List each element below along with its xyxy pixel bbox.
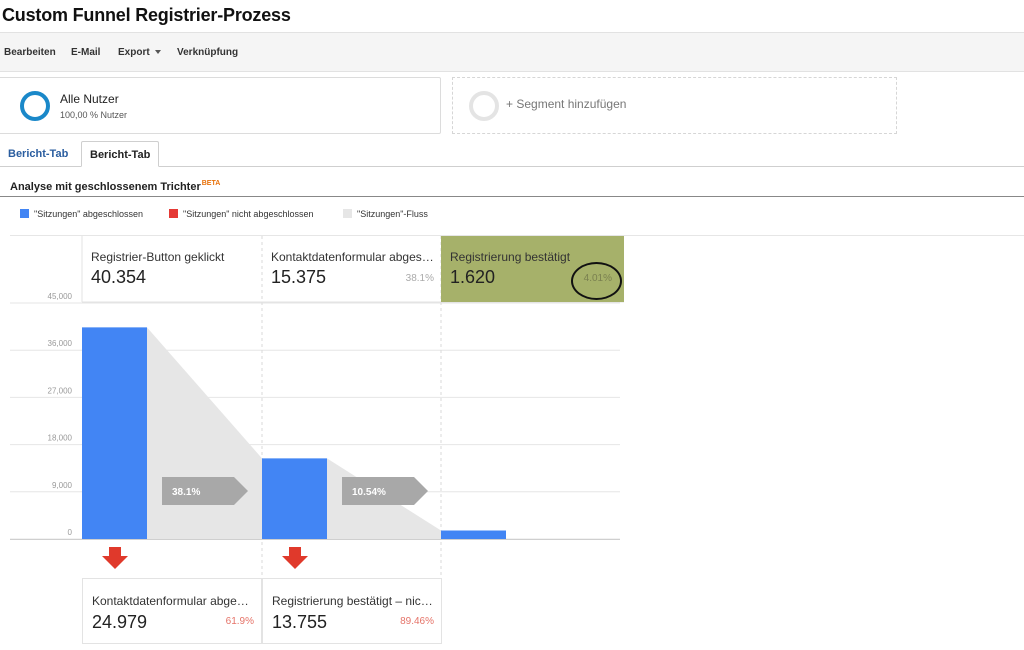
funnel-bar bbox=[441, 530, 506, 539]
export-button[interactable]: Export bbox=[118, 47, 161, 58]
legend-flow: "Sitzungen"-Fluss bbox=[343, 209, 428, 219]
y-tick-label: 36,000 bbox=[48, 339, 73, 348]
add-segment-label: + Segment hinzufügen bbox=[506, 97, 627, 111]
tab-report-1[interactable]: Bericht-Tab bbox=[8, 148, 69, 160]
segment-ring-icon bbox=[20, 91, 50, 121]
stage-name: Registrier-Button geklickt bbox=[91, 250, 225, 264]
dropoff-value: 13.755 bbox=[272, 612, 328, 632]
legend-completed-label: "Sitzungen" abgeschlossen bbox=[34, 209, 143, 219]
funnel-bar bbox=[262, 458, 327, 539]
dropoff-percent: 89.46% bbox=[400, 616, 434, 627]
section-title-text: Analyse mit geschlossenem Trichter bbox=[10, 181, 201, 193]
stage-header-2[interactable]: Kontaktdatenformular abgeschickt 15.375 … bbox=[262, 236, 440, 302]
dropoff-arrow-icon bbox=[102, 547, 128, 569]
y-tick-label: 9,000 bbox=[52, 481, 73, 490]
conversion-arrow bbox=[342, 477, 428, 505]
legend-flow-label: "Sitzungen"-Fluss bbox=[357, 209, 428, 219]
email-button[interactable]: E-Mail bbox=[71, 47, 101, 58]
chevron-down-icon bbox=[154, 50, 161, 54]
shortcut-button[interactable]: Verknüpfung bbox=[177, 47, 239, 58]
tab-report-2[interactable]: Bericht-Tab bbox=[81, 141, 160, 167]
chart-top-border bbox=[10, 235, 1024, 236]
section-divider bbox=[0, 196, 1024, 197]
highlight-circle-annotation bbox=[571, 262, 622, 300]
y-tick-label: 18,000 bbox=[48, 434, 73, 443]
legend-completed: "Sitzungen" abgeschlossen bbox=[20, 209, 143, 219]
segment-name: Alle Nutzer bbox=[60, 92, 119, 106]
dropoff-value: 24.979 bbox=[92, 612, 148, 632]
stage-value: 40.354 bbox=[91, 267, 147, 287]
empty-segment-ring-icon bbox=[469, 91, 499, 121]
stage-header-1[interactable]: Registrier-Button geklickt 40.354 bbox=[82, 236, 260, 302]
stage-name: Kontaktdatenformular abgeschickt bbox=[271, 250, 436, 264]
legend-not-completed: "Sitzungen" nicht abgeschlossen bbox=[169, 209, 313, 219]
stage-percent: 38.1% bbox=[405, 273, 434, 284]
section-title: Analyse mit geschlossenem TrichterBETA bbox=[10, 180, 220, 193]
edit-button[interactable]: Bearbeiten bbox=[4, 47, 56, 58]
add-segment-button[interactable]: + Segment hinzufügen bbox=[452, 77, 897, 134]
stage-value: 1.620 bbox=[450, 267, 496, 287]
dropoff-name: Registrierung bestätigt – nicht abgeschl… bbox=[272, 594, 434, 608]
flow-area bbox=[147, 327, 262, 539]
y-tick-label: 27,000 bbox=[48, 386, 73, 395]
conversion-rate-label: 10.54% bbox=[352, 487, 386, 498]
toolbar: Bearbeiten E-Mail Export Verknüpfung bbox=[0, 32, 1024, 72]
y-tick-label: 0 bbox=[68, 528, 73, 537]
beta-badge: BETA bbox=[201, 180, 221, 187]
segment-card-all-users[interactable]: Alle Nutzer 100,00 % Nutzer bbox=[0, 77, 441, 134]
conversion-arrow bbox=[162, 477, 248, 505]
dropoff-card-1[interactable]: Kontaktdatenformular abgeschickt 24.979 … bbox=[82, 578, 262, 644]
dropoff-percent: 61.9% bbox=[225, 616, 254, 627]
legend-swatch-blue bbox=[20, 209, 29, 218]
legend-swatch-red bbox=[169, 209, 178, 218]
funnel-bar bbox=[82, 327, 147, 539]
legend-swatch-grey bbox=[343, 209, 352, 218]
dropoff-card-2[interactable]: Registrierung bestätigt – nicht abgeschl… bbox=[262, 578, 442, 644]
segment-subtitle: 100,00 % Nutzer bbox=[60, 110, 128, 120]
dropoff-arrow-icon bbox=[282, 547, 308, 569]
page-title: Custom Funnel Registrier-Prozess bbox=[2, 5, 291, 25]
dropoff-name: Kontaktdatenformular abgeschickt bbox=[92, 594, 254, 608]
stage-value: 15.375 bbox=[271, 267, 327, 287]
export-label: Export bbox=[118, 47, 150, 58]
y-tick-label: 45,000 bbox=[48, 292, 73, 301]
tabs-divider bbox=[0, 166, 1024, 167]
legend-not-completed-label: "Sitzungen" nicht abgeschlossen bbox=[183, 209, 314, 219]
conversion-rate-label: 38.1% bbox=[172, 487, 200, 498]
